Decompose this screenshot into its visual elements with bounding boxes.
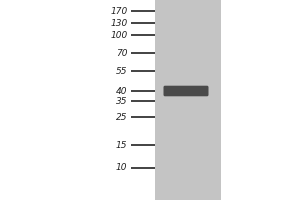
Text: 10: 10 [116,164,128,172]
Text: 100: 100 [110,30,127,40]
Text: 15: 15 [116,140,128,150]
Bar [155,0,220,200]
Text: 70: 70 [116,48,128,58]
Text: 55: 55 [116,66,128,75]
FancyBboxPatch shape [164,86,208,96]
Text: 130: 130 [110,19,127,27]
Text: 40: 40 [116,86,128,96]
Text: 25: 25 [116,112,128,121]
Text: 35: 35 [116,97,128,106]
Text: 170: 170 [110,6,127,16]
